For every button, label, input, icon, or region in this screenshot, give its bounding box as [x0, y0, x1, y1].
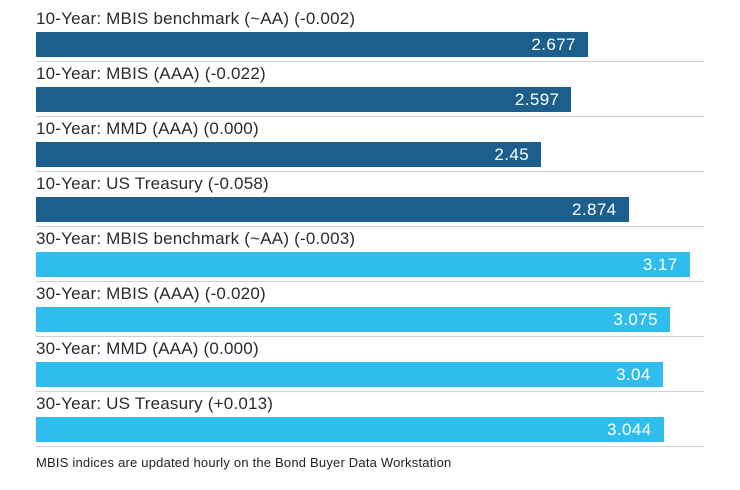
bar-value: 2.597	[514, 89, 560, 109]
bar-row: 30-Year: MBIS benchmark (~AA) (-0.003) 3.…	[36, 229, 704, 282]
bar-chart: 10-Year: MBIS benchmark (~AA) (-0.002) 2.…	[36, 9, 704, 447]
bar-row: 30-Year: MBIS (AAA) (-0.020) 3.075	[36, 284, 704, 337]
bar-value: 2.874	[571, 199, 617, 219]
bar-row: 10-Year: US Treasury (-0.058) 2.874	[36, 174, 704, 227]
bar-label: 10-Year: MBIS (AAA) (-0.022)	[36, 64, 266, 83]
bar-label: 10-Year: US Treasury (-0.058)	[36, 174, 269, 193]
bar-label: 30-Year: US Treasury (+0.013)	[36, 394, 274, 413]
bar-value: 3.075	[613, 309, 658, 329]
bar: 3.044	[36, 417, 664, 442]
bar-label: 30-Year: MBIS benchmark (~AA) (-0.003)	[36, 229, 356, 248]
bar-row: 30-Year: MMD (AAA) (0.000) 3.04	[36, 339, 704, 392]
bar-label: 10-Year: MMD (AAA) (0.000)	[36, 119, 259, 138]
bar-row: 10-Year: MBIS benchmark (~AA) (-0.002) 2.…	[36, 9, 704, 62]
bar-label: 10-Year: MBIS benchmark (~AA) (-0.002)	[36, 9, 356, 28]
bar: 2.45	[36, 142, 542, 167]
bar: 2.874	[36, 197, 629, 222]
bar-value: 3.17	[642, 254, 678, 274]
bar-label: 30-Year: MBIS (AAA) (-0.020)	[36, 284, 266, 303]
bar: 2.677	[36, 32, 588, 57]
bar-row: 30-Year: US Treasury (+0.013) 3.044	[36, 394, 704, 447]
bar-value: 3.04	[616, 364, 651, 384]
chart-footnote: MBIS indices are updated hourly on the B…	[36, 455, 452, 470]
bar: 3.075	[36, 307, 670, 332]
bar-value: 2.45	[494, 144, 530, 164]
bar-value: 2.677	[531, 34, 576, 54]
bar-row: 10-Year: MBIS (AAA) (-0.022) 2.597	[36, 64, 704, 117]
bar-label: 30-Year: MMD (AAA) (0.000)	[36, 339, 259, 358]
bar: 3.04	[36, 362, 663, 387]
bar: 3.17	[36, 252, 690, 277]
bar-value: 3.044	[607, 419, 652, 439]
bar-row: 10-Year: MMD (AAA) (0.000) 2.45	[36, 119, 704, 172]
bar: 2.597	[36, 87, 572, 112]
